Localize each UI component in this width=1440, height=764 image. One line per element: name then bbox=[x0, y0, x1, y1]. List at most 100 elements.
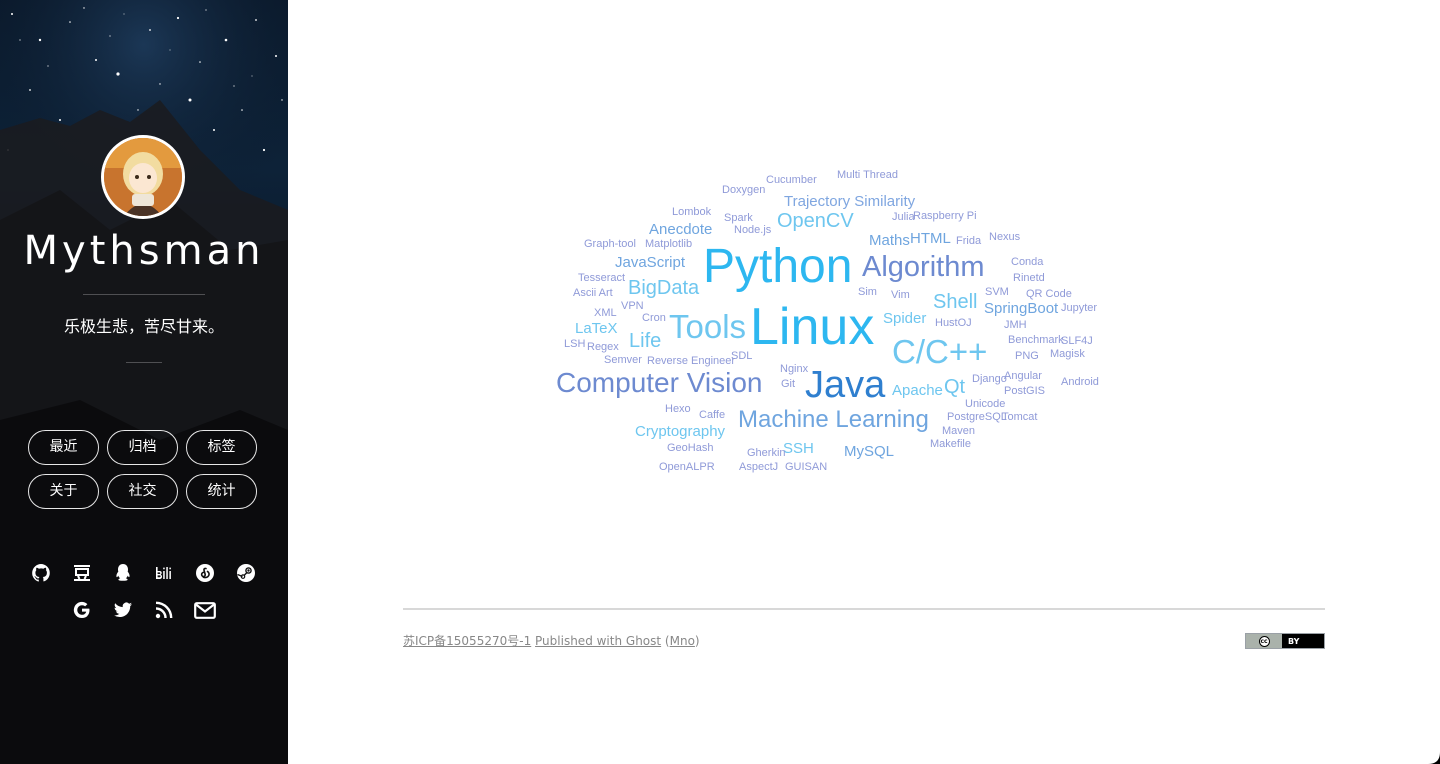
tag-machine-learning[interactable]: Machine Learning bbox=[738, 406, 929, 433]
tag-png[interactable]: PNG bbox=[1015, 350, 1039, 362]
tag-qt[interactable]: Qt bbox=[944, 376, 966, 398]
tag-tesseract[interactable]: Tesseract bbox=[578, 272, 626, 284]
douban-icon[interactable] bbox=[71, 562, 93, 584]
tag-svm[interactable]: SVM bbox=[985, 286, 1009, 298]
tag-openalpr[interactable]: OpenALPR bbox=[659, 461, 715, 473]
tag-aspectj[interactable]: AspectJ bbox=[739, 461, 779, 473]
tag-magisk[interactable]: Magisk bbox=[1050, 348, 1085, 360]
rss-icon[interactable] bbox=[153, 599, 175, 621]
tag-cucumber[interactable]: Cucumber bbox=[766, 174, 817, 186]
tag-matplotlib[interactable]: Matplotlib bbox=[645, 238, 693, 250]
tag-shell[interactable]: Shell bbox=[933, 291, 978, 313]
tag-gherkin[interactable]: Gherkin bbox=[747, 447, 786, 459]
tag-lsh[interactable]: LSH bbox=[564, 338, 586, 350]
tag-vim[interactable]: Vim bbox=[891, 289, 910, 301]
nav-button-archive[interactable]: 归档 bbox=[107, 430, 178, 465]
tag-postgresql[interactable]: PostgreSQL bbox=[947, 411, 1007, 423]
tag-benchmark[interactable]: Benchmark bbox=[1008, 334, 1064, 346]
tag-bigdata[interactable]: BigData bbox=[628, 277, 700, 299]
tag-c-c[interactable]: C/C++ bbox=[892, 333, 988, 370]
tag-qr-code[interactable]: QR Code bbox=[1026, 288, 1072, 300]
tag-regex[interactable]: Regex bbox=[587, 341, 619, 353]
tag-hexo[interactable]: Hexo bbox=[665, 403, 691, 415]
nav-button-stats[interactable]: 统计 bbox=[186, 474, 257, 509]
tag-semver[interactable]: Semver bbox=[604, 354, 642, 366]
tag-nexus[interactable]: Nexus bbox=[989, 231, 1021, 243]
tag-caffe[interactable]: Caffe bbox=[699, 409, 726, 421]
tag-algorithm[interactable]: Algorithm bbox=[862, 251, 985, 283]
tag-vpn[interactable]: VPN bbox=[621, 300, 644, 312]
tag-latex[interactable]: LaTeX bbox=[575, 320, 618, 337]
tag-multi-thread[interactable]: Multi Thread bbox=[837, 169, 898, 181]
tag-reverse-engineer[interactable]: Reverse Engineer bbox=[647, 355, 736, 367]
tag-springboot[interactable]: SpringBoot bbox=[984, 300, 1059, 317]
tag-spider[interactable]: Spider bbox=[883, 310, 927, 327]
theme-link[interactable]: Mno bbox=[669, 634, 695, 648]
bilibili-icon[interactable] bbox=[153, 562, 175, 584]
ghost-link[interactable]: Published with Ghost bbox=[535, 634, 662, 648]
nav-button-social[interactable]: 社交 bbox=[107, 474, 178, 509]
tag-makefile[interactable]: Makefile bbox=[930, 438, 971, 450]
tag-angular[interactable]: Angular bbox=[1004, 370, 1042, 382]
tag-jmh[interactable]: JMH bbox=[1004, 319, 1027, 331]
twitter-icon[interactable] bbox=[112, 599, 134, 621]
tag-raspberry-pi[interactable]: Raspberry Pi bbox=[913, 210, 977, 222]
tag-guisan[interactable]: GUISAN bbox=[785, 461, 828, 473]
tag-git[interactable]: Git bbox=[781, 378, 796, 390]
tag-sdl[interactable]: SDL bbox=[731, 350, 753, 362]
tag-trajectory-similarity[interactable]: Trajectory Similarity bbox=[784, 193, 916, 210]
tag-jupyter[interactable]: Jupyter bbox=[1061, 302, 1098, 314]
tag-android[interactable]: Android bbox=[1061, 376, 1099, 388]
tag-slf4j[interactable]: SLF4J bbox=[1061, 335, 1093, 347]
tag-cryptography[interactable]: Cryptography bbox=[635, 423, 726, 440]
tag-geohash[interactable]: GeoHash bbox=[667, 442, 714, 454]
tag-apache[interactable]: Apache bbox=[892, 382, 943, 399]
tag-rinetd[interactable]: Rinetd bbox=[1013, 272, 1045, 284]
nav-button-tags[interactable]: 标签 bbox=[186, 430, 257, 465]
tag-javascript[interactable]: JavaScript bbox=[615, 254, 686, 271]
tag-opencv[interactable]: OpenCV bbox=[777, 210, 854, 232]
qq-icon[interactable] bbox=[112, 562, 134, 584]
mail-icon[interactable] bbox=[194, 599, 216, 621]
tag-linux[interactable]: Linux bbox=[750, 298, 875, 356]
tag-tomcat[interactable]: Tomcat bbox=[1002, 411, 1038, 423]
tag-mysql[interactable]: MySQL bbox=[844, 443, 895, 460]
tag-maths[interactable]: Maths bbox=[869, 232, 910, 249]
tag-spark[interactable]: Spark bbox=[724, 212, 753, 224]
tag-graph-tool[interactable]: Graph-tool bbox=[584, 238, 636, 250]
avatar[interactable] bbox=[101, 135, 185, 219]
nav-button-about[interactable]: 关于 bbox=[28, 474, 99, 509]
tag-julia[interactable]: Julia bbox=[892, 211, 915, 223]
nav-button-recent[interactable]: 最近 bbox=[28, 430, 99, 465]
tag-postgis[interactable]: PostGIS bbox=[1004, 385, 1045, 397]
site-name[interactable]: Mythsman bbox=[23, 228, 265, 274]
tag-unicode[interactable]: Unicode bbox=[965, 398, 1006, 410]
tag-tools[interactable]: Tools bbox=[669, 308, 747, 345]
tag-django[interactable]: Django bbox=[972, 373, 1007, 385]
netease-music-icon[interactable] bbox=[194, 562, 216, 584]
tag-conda[interactable]: Conda bbox=[1011, 256, 1044, 268]
tag-lombok[interactable]: Lombok bbox=[672, 206, 712, 218]
tag-hustoj[interactable]: HustOJ bbox=[935, 317, 972, 329]
tag-python[interactable]: Python bbox=[703, 240, 853, 293]
google-icon[interactable] bbox=[71, 599, 93, 621]
tag-node-js[interactable]: Node.js bbox=[734, 224, 772, 236]
tag-anecdote[interactable]: Anecdote bbox=[649, 221, 713, 238]
tag-computer-vision[interactable]: Computer Vision bbox=[556, 367, 763, 398]
tag-ascii-art[interactable]: Ascii Art bbox=[573, 287, 613, 299]
cc-by-license-badge[interactable]: cc BY bbox=[1245, 633, 1325, 649]
github-icon[interactable] bbox=[30, 562, 52, 584]
tag-ssh[interactable]: SSH bbox=[783, 440, 814, 457]
tag-xml[interactable]: XML bbox=[594, 307, 617, 319]
tag-frida[interactable]: Frida bbox=[956, 235, 982, 247]
tag-maven[interactable]: Maven bbox=[942, 425, 976, 437]
tag-java[interactable]: Java bbox=[805, 364, 886, 406]
tag-html[interactable]: HTML bbox=[910, 230, 951, 247]
tag-sim[interactable]: Sim bbox=[858, 286, 877, 298]
tag-doxygen[interactable]: Doxygen bbox=[722, 184, 766, 196]
icp-link[interactable]: 苏ICP备15055270号-1 bbox=[403, 634, 532, 648]
tag-nginx[interactable]: Nginx bbox=[780, 363, 809, 375]
tag-life[interactable]: Life bbox=[629, 330, 662, 352]
steam-icon[interactable] bbox=[235, 562, 257, 584]
tag-cron[interactable]: Cron bbox=[642, 312, 666, 324]
